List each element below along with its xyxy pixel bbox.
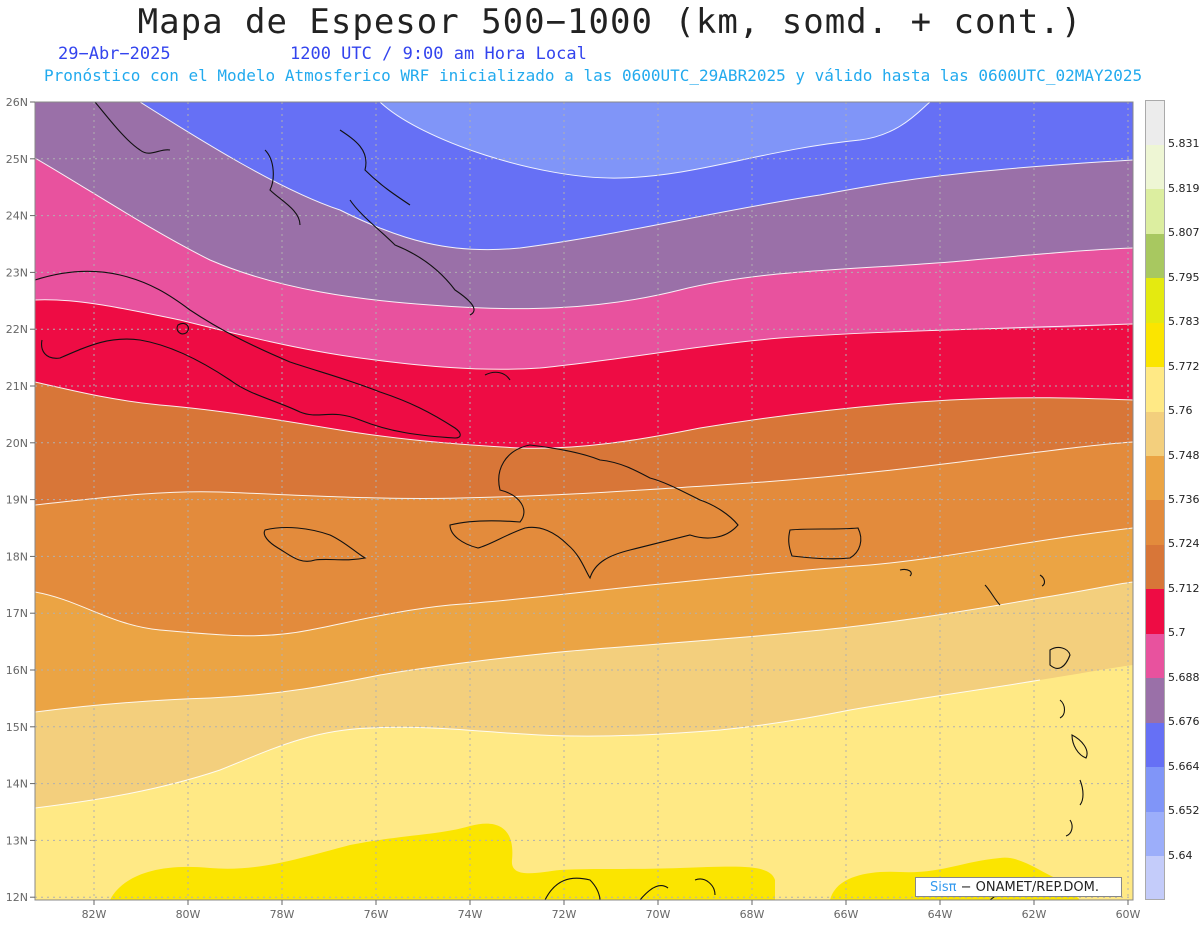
colorbar-segment [1145, 766, 1165, 812]
lat-label-25N: 25N [6, 153, 28, 166]
lon-label-66W: 66W [834, 908, 859, 921]
coast-florida [94, 102, 171, 154]
lon-label-82W: 82W [82, 908, 107, 921]
colorbar-label: 5.748 [1168, 448, 1200, 462]
forecast-date: 29−Abr−2025 [58, 44, 171, 64]
colorbar-label: 5.712 [1168, 581, 1200, 595]
colorbar-segment [1145, 677, 1165, 723]
colorbar [1145, 100, 1165, 901]
lon-label-68W: 68W [740, 908, 765, 921]
coast-south-america [544, 877, 1021, 900]
colorbar-segment [1145, 722, 1165, 768]
lat-label-20N: 20N [6, 437, 28, 450]
colorbar-segment [1145, 500, 1165, 545]
colorbar-segment [1145, 144, 1165, 190]
colorbar-segment [1145, 544, 1165, 590]
colorbar-label: 5.652 [1168, 804, 1200, 818]
lat-label-15N: 15N [6, 721, 28, 734]
colorbar-segment [1145, 455, 1165, 501]
lat-label-22N: 22N [6, 323, 28, 336]
lon-label-64W: 64W [928, 908, 953, 921]
lon-label-70W: 70W [646, 908, 671, 921]
lat-label-17N: 17N [6, 607, 28, 620]
colorbar-segment [1145, 188, 1165, 234]
colorbar-label: 5.664 [1168, 759, 1200, 773]
colorbar-segment [1145, 811, 1165, 857]
lat-label-19N: 19N [6, 494, 28, 507]
colorbar-label: 5.64 [1168, 848, 1193, 862]
contour-lines [35, 102, 1133, 809]
coast-hispaniola [449, 444, 739, 580]
coastlines [35, 102, 1088, 900]
colorbar-label: 5.76 [1168, 404, 1193, 418]
lat-label-26N: 26N [6, 96, 28, 109]
graticule [35, 102, 1133, 900]
colorbar-segment [1145, 588, 1165, 634]
coast-puerto-rico [788, 527, 862, 560]
plot-frame [34, 101, 1134, 901]
coast-cuba [35, 270, 461, 439]
credit-box: Sisπ − ONAMET/REP.DOM. [915, 877, 1122, 897]
colorbar-label: 5.772 [1168, 359, 1200, 373]
colorbar-segment [1145, 233, 1165, 279]
lat-label-18N: 18N [6, 550, 28, 563]
lon-label-72W: 72W [552, 908, 577, 921]
lat-label-23N: 23N [6, 266, 28, 279]
colorbar-label: 5.807 [1168, 226, 1200, 240]
colorbar-segment [1145, 855, 1165, 901]
lat-label-21N: 21N [6, 380, 28, 393]
colorbar-segment [1145, 633, 1165, 679]
colorbar-label: 5.795 [1168, 270, 1200, 284]
coast-bahamas [264, 129, 511, 381]
lon-label-62W: 62W [1022, 908, 1047, 921]
lon-label-74W: 74W [458, 908, 483, 921]
colorbar-label: 5.831 [1168, 137, 1200, 151]
lon-label-76W: 76W [364, 908, 389, 921]
sis-logo-text: Sisπ [930, 880, 957, 895]
axis-ticks: 82W 80W 78W 76W 74W 72W 70W 68W 66W 64W 62W 60W 26N 2… [6, 96, 1141, 921]
lat-label-12N: 12N [6, 891, 28, 904]
lat-label-16N: 16N [6, 664, 28, 677]
colorbar-label: 5.7 [1168, 626, 1186, 640]
colorbar-label: 5.819 [1168, 181, 1200, 195]
colorbar-segment [1145, 366, 1165, 412]
band-5.76 [35, 665, 1133, 900]
forecast-time: 1200 UTC / 9:00 am Hora Local [290, 44, 587, 64]
lon-label-78W: 78W [270, 908, 295, 921]
colorbar-label: 5.736 [1168, 493, 1200, 506]
lon-label-60W: 60W [1116, 908, 1141, 921]
lat-label-14N: 14N [6, 778, 28, 791]
lat-label-24N: 24N [6, 210, 28, 223]
colorbar-segment [1145, 277, 1165, 323]
model-subtitle: Pronóstico con el Modelo Atmosferico WRF… [44, 66, 1143, 85]
coast-isla-juventud [176, 322, 189, 335]
colorbar-frame [1145, 100, 1165, 900]
credit-text: − ONAMET/REP.DOM. [956, 880, 1100, 895]
colorbar-segment [1145, 411, 1165, 457]
lat-label-13N: 13N [6, 834, 28, 847]
colorbar-segment [1145, 100, 1165, 145]
colorbar-segment [1145, 322, 1165, 368]
colorbar-label: 5.724 [1168, 537, 1200, 551]
colorbar-label: 5.783 [1168, 315, 1200, 329]
colorbar-label: 5.676 [1168, 715, 1200, 729]
band-5.772 [110, 823, 1080, 900]
coast-jamaica [263, 526, 367, 562]
map-title: Mapa de Espesor 500−1000 (km, somd. + co… [137, 2, 1083, 42]
colorbar-label: 5.688 [1168, 670, 1200, 684]
coast-lesser-antilles [899, 568, 1088, 837]
lon-label-80W: 80W [176, 908, 201, 921]
